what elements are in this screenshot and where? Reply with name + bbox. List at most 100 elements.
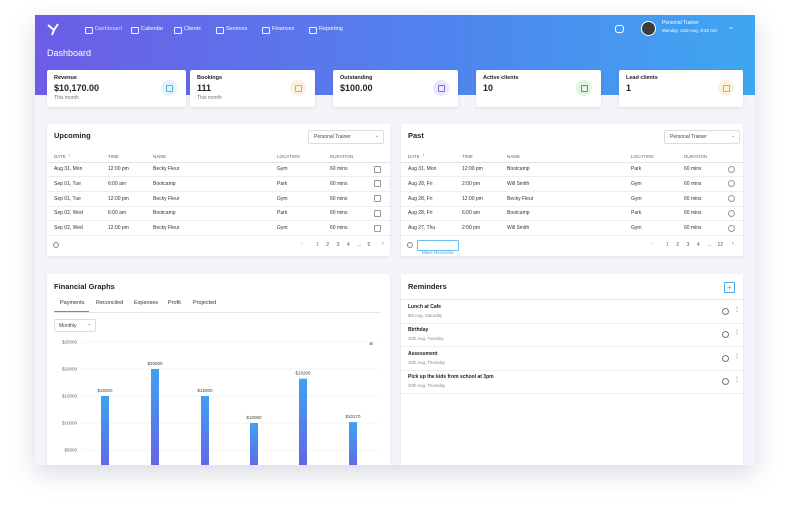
table-cell: Sep 01, Tue [54,180,81,187]
page-link[interactable]: 4 [346,242,350,248]
stat-card: Revenue $10,170.00 This month [47,70,186,107]
reminder-title: Assessment [408,350,438,357]
stat-icon [718,80,734,96]
page-link[interactable]: 12 [717,242,724,248]
column-header: TIME [462,154,473,159]
nav-icon [262,27,270,34]
table-cell: 12:00 pm [462,195,483,202]
stat-card: Lead clients 1 [619,70,743,107]
chart-tab[interactable]: Expenses [134,300,159,306]
stat-value: $10,170.00 [54,83,100,93]
trainer-select[interactable]: Personal Trainer ⌄ [308,130,384,144]
refresh-icon[interactable] [53,242,59,248]
table-cell: Park [631,166,642,172]
trainer-select[interactable]: Personal Trainer ⌄ [664,130,740,144]
more-menu[interactable]: ⋮ [734,307,740,313]
nav-icon [216,27,224,34]
page-link[interactable]: ... [357,242,362,248]
chart-tab[interactable]: Payments [60,300,85,306]
tab-divider [54,312,381,313]
page-link[interactable]: 4 [696,242,700,248]
nav-item[interactable]: Clients [184,26,201,32]
nav-item[interactable]: Finances [272,26,295,32]
page-link[interactable]: ... [707,242,712,248]
table-cell: Will Smith [507,180,530,187]
page-link[interactable]: 2 [676,242,680,248]
user-menu[interactable]: ⌄ [728,24,734,31]
stat-label: Revenue [54,75,77,81]
reconcile-icon[interactable] [728,195,735,203]
edit-icon[interactable] [374,180,381,188]
table-cell: 6:00 am [108,210,127,217]
nav-item[interactable]: Services [226,26,248,32]
reconcile-icon[interactable] [728,165,735,173]
mass-reconcile-button[interactable]: Mass Reconcile [417,240,459,255]
reconcile-icon[interactable] [728,180,735,188]
bar-value-label: $10000 [246,415,262,420]
nav-item[interactable]: Calendar [141,26,164,32]
complete-icon[interactable] [722,377,729,385]
complete-icon[interactable] [722,308,729,315]
add-reminder-button[interactable]: + [724,282,735,293]
complete-icon[interactable] [722,354,729,362]
column-header: DURATION [330,154,354,159]
app-window: Dashboard Dashboard Calendar Clients Servic… [35,15,755,465]
nav-icon [85,27,93,34]
column-header[interactable]: DATE [408,154,420,159]
page-link[interactable]: 2 [326,242,330,248]
user-name: Personal Trainer [662,20,699,26]
table-cell: Becky Fleur [507,195,534,202]
chart-tab[interactable]: Reconciled [96,300,124,306]
chart-menu[interactable]: ≡ [369,341,374,348]
nav-item[interactable]: Reporting [319,26,343,32]
edit-icon[interactable] [374,224,381,232]
table-cell: Becky Fleur [153,225,180,232]
bar [250,423,258,465]
page-link[interactable]: 1 [666,242,669,248]
panel-title: Reminders [408,282,447,291]
column-header[interactable]: DATE [54,154,66,159]
more-menu[interactable]: ⋮ [734,330,740,337]
table-cell: 60 mins [330,166,348,172]
period-select[interactable]: Monthly ⌄ [54,319,96,332]
page-link[interactable]: 3 [686,242,690,248]
select-text: Personal Trainer [670,134,707,140]
page-prev[interactable]: ‹ [301,241,303,247]
page-link[interactable]: 5 [367,242,371,248]
chart-tab[interactable]: Projected [193,300,217,306]
divider [401,299,743,300]
reconcile-icon[interactable] [728,224,735,232]
panel-title: Upcoming [54,131,91,140]
edit-icon[interactable] [374,165,381,173]
reconcile-icon[interactable] [728,209,735,217]
more-menu[interactable]: ⋮ [734,376,740,383]
table-cell: 12:00 pm [108,225,129,232]
column-header: NAME [507,154,521,159]
refresh-icon[interactable] [407,242,413,248]
table-cell: Park [277,180,288,187]
avatar[interactable] [641,21,656,36]
page-prev[interactable]: ‹ [651,241,653,247]
page-next[interactable]: › [381,241,384,247]
table-cell: Gym [277,166,288,172]
table-cell: Gym [631,195,642,202]
chat-icon[interactable] [615,25,624,33]
chart-tab[interactable]: Profit [168,300,181,306]
reminder-title: Pick up the kids from school at 3pm [408,373,494,380]
table-cell: Aug 28, Fri [408,195,433,202]
stat-value: 111 [197,83,212,93]
reminder-date: 8th Aug, Saturday [408,313,443,318]
reminders-panel: Reminders + Lunch at Cafe 8th Aug, Saturday… [401,274,743,465]
more-menu[interactable]: ⋮ [734,353,740,360]
nav-item[interactable]: Dashboard [95,26,122,32]
y-tick-label: $20000 [62,367,78,372]
column-header: LOCATION [631,154,654,159]
page-link[interactable]: 3 [336,242,340,248]
stat-icon [576,80,592,96]
page-link[interactable]: 1 [316,242,319,248]
stat-value: 10 [483,83,494,93]
edit-icon[interactable] [374,195,381,203]
page-next[interactable]: › [731,241,734,247]
edit-icon[interactable] [374,209,381,217]
complete-icon[interactable] [722,331,729,339]
